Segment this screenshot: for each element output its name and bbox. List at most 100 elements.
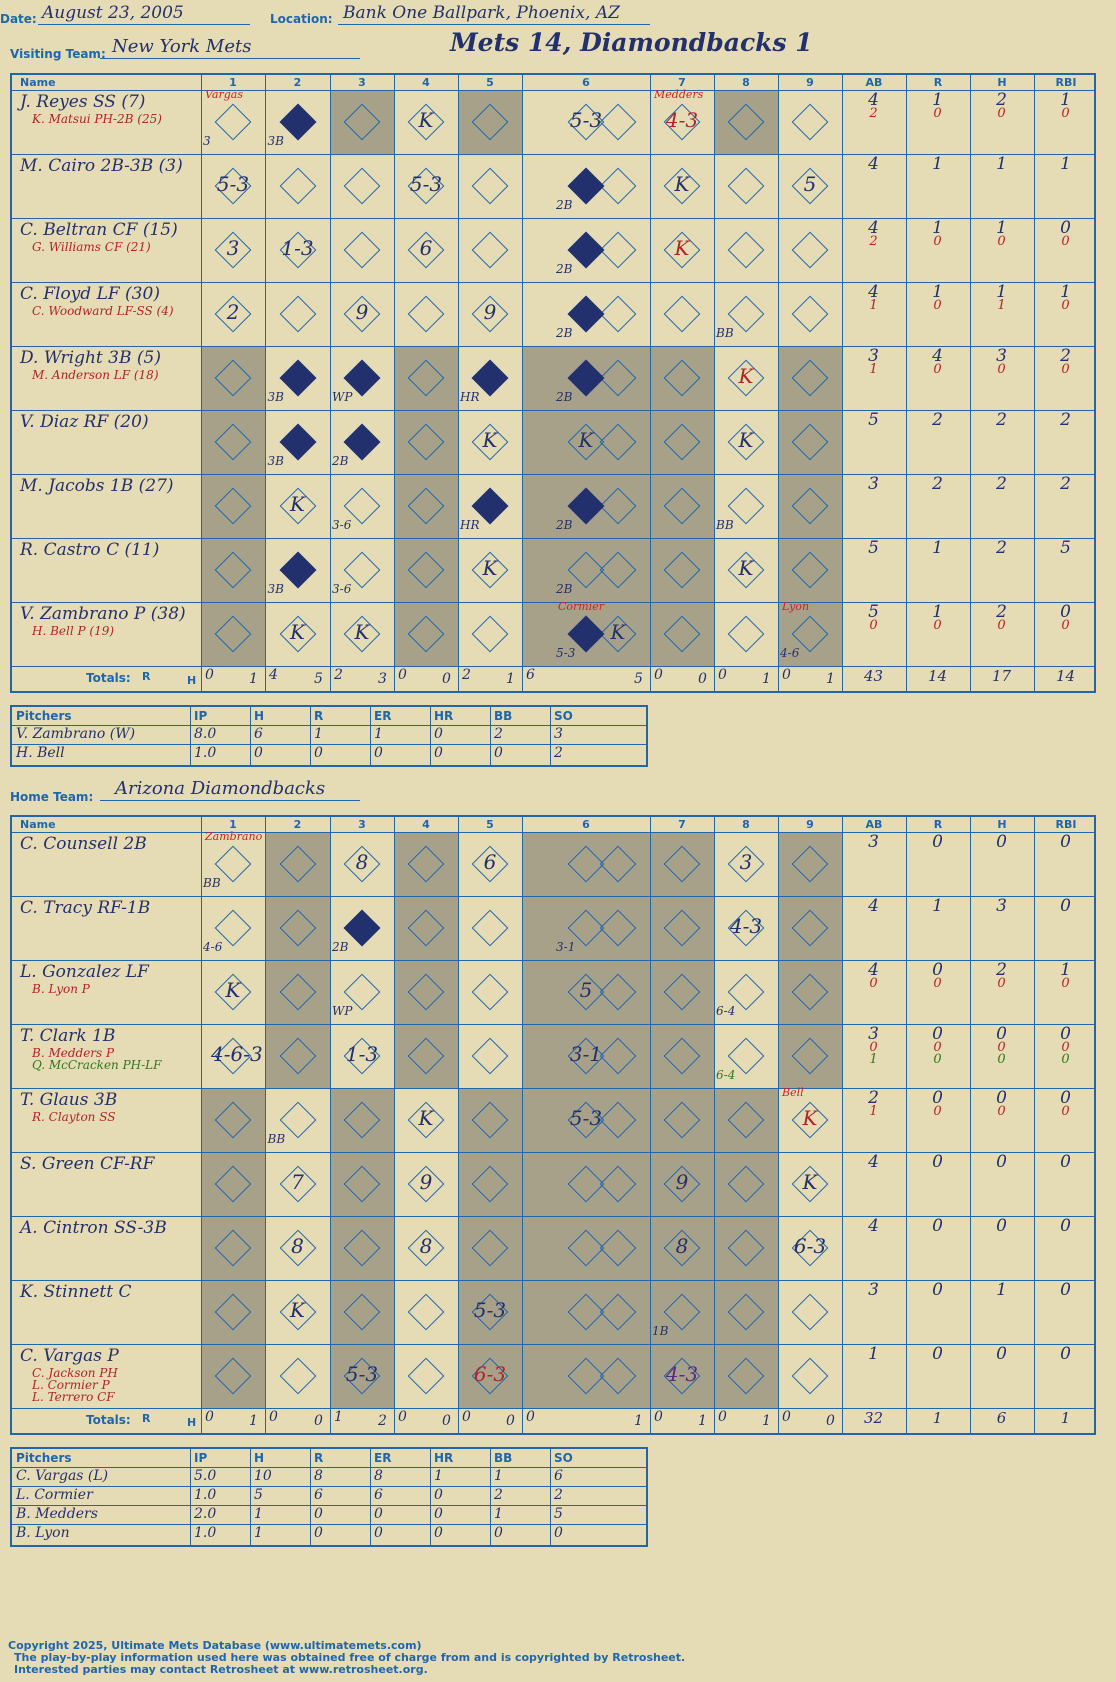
play-notation: 3B bbox=[267, 582, 284, 596]
play-result: 5 bbox=[579, 978, 593, 1002]
stat-ab: 4 bbox=[868, 282, 879, 302]
sub-stat-rbi: 0 bbox=[1061, 1040, 1070, 1055]
substitute-name: B. Medders P bbox=[32, 1046, 115, 1060]
play-notation: 2B bbox=[332, 454, 349, 468]
pitcher-row-divider bbox=[12, 725, 646, 745]
column-divider bbox=[394, 75, 395, 691]
shaded-inning-block bbox=[714, 1088, 778, 1408]
play-notation: WP bbox=[332, 390, 353, 404]
play-notation: 4-6 bbox=[780, 646, 800, 660]
stat-h: 0 bbox=[996, 1344, 1007, 1364]
batter-row-divider bbox=[12, 90, 1094, 155]
inning-hits: 0 bbox=[698, 671, 707, 687]
pitcher-col-header: IP bbox=[194, 1451, 208, 1465]
batter-row-divider bbox=[12, 602, 1094, 667]
play-result: 5-3 bbox=[569, 1106, 603, 1130]
stat-h: 1 bbox=[996, 154, 1007, 174]
column-divider bbox=[714, 817, 715, 1433]
inning-hits: 5 bbox=[314, 671, 323, 687]
play-result: 4-3 bbox=[729, 914, 763, 938]
pitcher-stat: 2.0 bbox=[194, 1506, 217, 1522]
pitcher-stat: 1 bbox=[314, 726, 323, 742]
column-divider bbox=[330, 75, 331, 691]
batter-name: C. Beltran CF (15) bbox=[20, 220, 178, 240]
column-header-2: 2 bbox=[293, 76, 302, 89]
pitcher-stat: 0 bbox=[374, 1525, 383, 1541]
stat-r: 0 bbox=[932, 1216, 943, 1236]
column-divider bbox=[330, 817, 331, 1433]
pitcher-stat: 1 bbox=[434, 1468, 443, 1484]
sub-stat-r: 0 bbox=[933, 362, 942, 377]
pitcher-stat: 0 bbox=[554, 1525, 563, 1541]
sub-stat-r: 0 bbox=[933, 234, 942, 249]
location-underline bbox=[338, 24, 650, 25]
batter-name: D. Wright 3B (5) bbox=[20, 348, 161, 368]
pitcher-stat: 1.0 bbox=[194, 1525, 217, 1541]
pitching-change-note: Zambrano bbox=[205, 830, 263, 843]
play-result: K bbox=[738, 364, 754, 388]
pitcher-stat: 0 bbox=[314, 1525, 323, 1541]
batter-row-divider bbox=[12, 218, 1094, 283]
inning-runs: 0 bbox=[782, 1409, 791, 1425]
stat-rbi: 2 bbox=[1060, 410, 1071, 430]
inning-hits: 1 bbox=[762, 671, 771, 687]
sub-stat-h: 0 bbox=[997, 1052, 1006, 1067]
column-divider bbox=[714, 75, 715, 691]
stat-ab: 4 bbox=[868, 218, 879, 238]
pitcher-col-divider bbox=[190, 707, 191, 765]
pitcher-stat: 1.0 bbox=[194, 745, 217, 761]
pitcher-col-header: BB bbox=[494, 1451, 513, 1465]
substitute-name: H. Bell P (19) bbox=[32, 624, 115, 638]
stat-rbi: 0 bbox=[1060, 1152, 1071, 1172]
date-label: Date: bbox=[0, 12, 37, 26]
totals-row-divider bbox=[12, 1408, 1094, 1434]
batter-row-divider bbox=[12, 474, 1094, 539]
stat-ab: 5 bbox=[868, 602, 879, 622]
batter-name: K. Stinnett C bbox=[20, 1282, 132, 1302]
play-notation: HR bbox=[460, 518, 480, 532]
sub-stat-h: 0 bbox=[997, 106, 1006, 121]
sub-stat-rbi: 0 bbox=[1061, 618, 1070, 633]
pitcher-stat: 1.0 bbox=[194, 1487, 217, 1503]
stat-ab: 3 bbox=[868, 346, 879, 366]
inning-hits: 2 bbox=[378, 1413, 387, 1429]
inning-runs: 0 bbox=[398, 667, 407, 683]
column-divider bbox=[842, 817, 843, 1433]
stat-rbi: 0 bbox=[1060, 832, 1071, 852]
play-result: 8 bbox=[291, 1234, 304, 1258]
totals-h-label: H bbox=[187, 1416, 197, 1429]
substitute-name: M. Anderson LF (18) bbox=[32, 368, 159, 382]
play-notation: 3B bbox=[267, 454, 284, 468]
column-header-8: 8 bbox=[742, 818, 750, 831]
pitcher-col-header: SO bbox=[554, 1451, 573, 1465]
batter-name: A. Cintron SS-3B bbox=[20, 1218, 167, 1238]
stat-ab: 4 bbox=[868, 90, 879, 110]
pitcher-stat: 6 bbox=[314, 1487, 323, 1503]
shaded-inning-block bbox=[778, 346, 842, 666]
column-divider bbox=[394, 817, 395, 1433]
inning-runs: 6 bbox=[526, 667, 535, 683]
column-header-1: 1 bbox=[229, 818, 237, 831]
pitcher-col-divider bbox=[490, 707, 491, 765]
batter-name: C. Floyd LF (30) bbox=[20, 284, 160, 304]
batter-row-divider bbox=[12, 960, 1094, 1025]
sub-stat-rbi: 0 bbox=[1061, 298, 1070, 313]
pitcher-stat: 6 bbox=[254, 726, 263, 742]
stat-ab: 5 bbox=[868, 410, 879, 430]
sub-stat-h: 0 bbox=[997, 362, 1006, 377]
play-notation: 6-4 bbox=[716, 1068, 736, 1082]
inning-hits: 0 bbox=[314, 1413, 323, 1429]
batter-row-divider bbox=[12, 1088, 1094, 1153]
pitcher-stat: 5 bbox=[254, 1487, 263, 1503]
column-header-r: R bbox=[933, 818, 943, 831]
inning-runs: 0 bbox=[269, 1409, 278, 1425]
sub-stat-h: 0 bbox=[997, 976, 1006, 991]
inning-hits: 5 bbox=[634, 671, 643, 687]
inning-hits: 0 bbox=[826, 1413, 835, 1429]
stat-rbi: 0 bbox=[1060, 896, 1071, 916]
sub-stat-ab: 0 bbox=[869, 618, 878, 633]
stat-h: 2 bbox=[996, 90, 1007, 110]
shaded-inning-block bbox=[650, 346, 714, 666]
stat-h: 3 bbox=[996, 896, 1007, 916]
batter-row-divider bbox=[12, 896, 1094, 961]
